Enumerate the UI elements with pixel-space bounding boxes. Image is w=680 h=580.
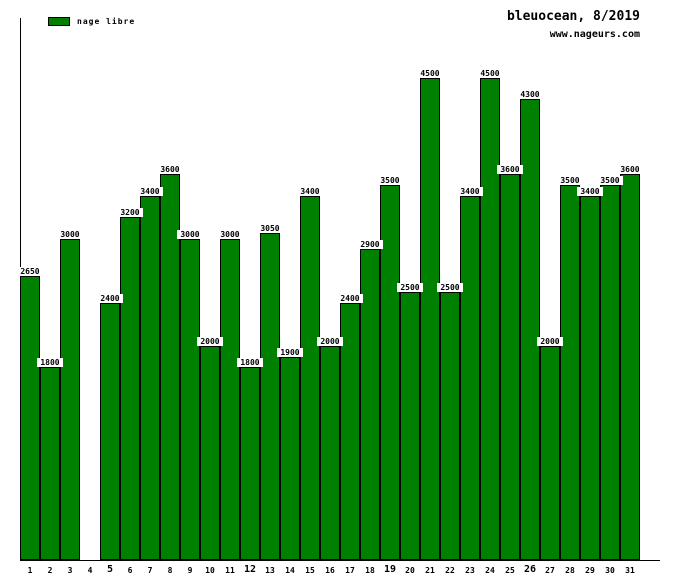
x-tick-22: 22 xyxy=(445,566,455,575)
x-tick-11: 11 xyxy=(225,566,235,575)
bar-value-label-day-1: 2650 xyxy=(17,267,43,276)
bar-day-1 xyxy=(20,276,40,560)
x-tick-2: 2 xyxy=(47,566,53,575)
bar-day-23 xyxy=(460,196,480,560)
bar-value-label-day-27: 2000 xyxy=(537,337,563,346)
bar-value-label-day-23: 3400 xyxy=(457,187,483,196)
bar-value-label-day-10: 2000 xyxy=(197,337,223,346)
bar-day-25 xyxy=(500,174,520,560)
legend-swatch xyxy=(48,17,70,26)
bar-value-label-day-28: 3500 xyxy=(557,176,583,185)
x-tick-8: 8 xyxy=(167,566,173,575)
bar-day-11 xyxy=(220,239,240,560)
bar-day-31 xyxy=(620,174,640,560)
x-tick-17: 17 xyxy=(345,566,355,575)
x-tick-4: 4 xyxy=(87,566,93,575)
x-tick-26: 26 xyxy=(523,564,537,575)
bar-day-15 xyxy=(300,196,320,560)
bar-day-19 xyxy=(380,185,400,560)
bar-value-label-day-25: 3600 xyxy=(497,165,523,174)
x-tick-13: 13 xyxy=(265,566,275,575)
bar-day-20 xyxy=(400,292,420,560)
bar-value-label-day-11: 3000 xyxy=(217,230,243,239)
bar-value-label-day-18: 2900 xyxy=(357,240,383,249)
x-tick-1: 1 xyxy=(27,566,33,575)
bar-value-label-day-30: 3500 xyxy=(597,176,623,185)
bar-day-10 xyxy=(200,346,220,560)
bar-day-21 xyxy=(420,78,440,560)
x-tick-15: 15 xyxy=(305,566,315,575)
bar-value-label-day-21: 4500 xyxy=(417,69,443,78)
bar-value-label-day-19: 3500 xyxy=(377,176,403,185)
chart-title: bleuocean, 8/2019 xyxy=(506,9,640,24)
bar-day-8 xyxy=(160,174,180,560)
bar-day-13 xyxy=(260,233,280,560)
x-tick-30: 30 xyxy=(605,566,615,575)
bar-day-6 xyxy=(120,217,140,560)
bar-value-label-day-20: 2500 xyxy=(397,283,423,292)
x-tick-31: 31 xyxy=(625,566,635,575)
website-text: www.nageurs.com xyxy=(549,29,640,40)
bar-value-label-day-14: 1900 xyxy=(277,348,303,357)
x-tick-29: 29 xyxy=(585,566,595,575)
x-tick-12: 12 xyxy=(243,564,257,575)
bar-value-label-day-12: 1800 xyxy=(237,358,263,367)
bar-value-label-day-9: 3000 xyxy=(177,230,203,239)
x-tick-19: 19 xyxy=(383,564,397,575)
bar-value-label-day-13: 3050 xyxy=(257,224,283,233)
bar-day-29 xyxy=(580,196,600,560)
bar-value-label-day-15: 3400 xyxy=(297,187,323,196)
bar-day-5 xyxy=(100,303,120,560)
bar-day-22 xyxy=(440,292,460,560)
bar-day-27 xyxy=(540,346,560,560)
x-tick-9: 9 xyxy=(187,566,193,575)
x-tick-3: 3 xyxy=(67,566,73,575)
x-tick-16: 16 xyxy=(325,566,335,575)
bar-value-label-day-2: 1800 xyxy=(37,358,63,367)
bar-value-label-day-7: 3400 xyxy=(137,187,163,196)
bar-day-14 xyxy=(280,357,300,560)
x-tick-10: 10 xyxy=(205,566,215,575)
bar-day-28 xyxy=(560,185,580,560)
bar-value-label-day-3: 3000 xyxy=(57,230,83,239)
bar-day-26 xyxy=(520,99,540,560)
bar-value-label-day-22: 2500 xyxy=(437,283,463,292)
bar-day-24 xyxy=(480,78,500,560)
bar-value-label-day-24: 4500 xyxy=(477,69,503,78)
x-tick-18: 18 xyxy=(365,566,375,575)
bar-value-label-day-31: 3600 xyxy=(617,165,643,174)
x-tick-20: 20 xyxy=(405,566,415,575)
bar-value-label-day-6: 3200 xyxy=(117,208,143,217)
bar-value-label-day-26: 4300 xyxy=(517,90,543,99)
x-tick-5: 5 xyxy=(106,564,114,575)
bar-day-17 xyxy=(340,303,360,560)
bar-day-7 xyxy=(140,196,160,560)
x-tick-27: 27 xyxy=(545,566,555,575)
bar-value-label-day-17: 2400 xyxy=(337,294,363,303)
bar-day-18 xyxy=(360,249,380,560)
bar-day-16 xyxy=(320,346,340,560)
bar-value-label-day-29: 3400 xyxy=(577,187,603,196)
chart-header: bleuocean, 8/2019 www.nageurs.com xyxy=(507,9,640,40)
x-tick-24: 24 xyxy=(485,566,495,575)
bar-day-9 xyxy=(180,239,200,560)
bar-value-label-day-5: 2400 xyxy=(97,294,123,303)
x-tick-6: 6 xyxy=(127,566,133,575)
legend: nage libre xyxy=(48,17,135,26)
bar-value-label-day-8: 3600 xyxy=(157,165,183,174)
x-tick-23: 23 xyxy=(465,566,475,575)
bar-day-3 xyxy=(60,239,80,560)
bar-value-label-day-16: 2000 xyxy=(317,337,343,346)
x-axis-line xyxy=(20,560,660,561)
x-tick-14: 14 xyxy=(285,566,295,575)
x-tick-21: 21 xyxy=(425,566,435,575)
bar-day-12 xyxy=(240,367,260,560)
bar-day-30 xyxy=(600,185,620,560)
legend-label: nage libre xyxy=(77,17,136,26)
x-tick-25: 25 xyxy=(505,566,515,575)
x-tick-7: 7 xyxy=(147,566,153,575)
x-tick-28: 28 xyxy=(565,566,575,575)
bar-day-2 xyxy=(40,367,60,560)
